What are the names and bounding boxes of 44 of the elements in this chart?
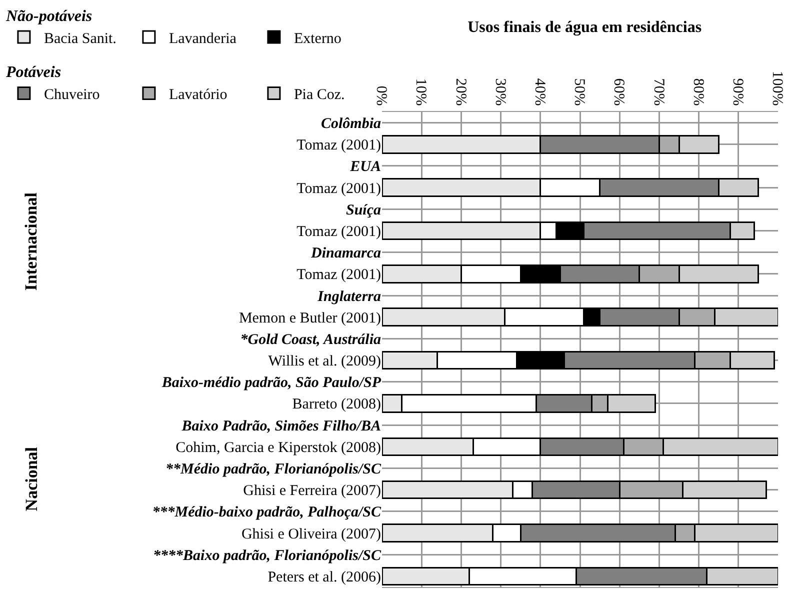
x-tick-label: 0% [373, 86, 390, 106]
y-tick-label: Tomaz (2001) [296, 267, 381, 284]
y-tick-label: Ghisi e Oliveira (2007) [241, 526, 381, 542]
x-tick-label: 20% [452, 78, 468, 106]
y-tick-label: ***Médio-baixo padrão, Palhoça/SC [152, 504, 382, 521]
y-tick-label: Ghisi e Ferreira (2007) [243, 483, 381, 500]
y-tick-label: EUA [349, 159, 381, 176]
x-tick-label: 50% [571, 78, 588, 106]
text: Potáveis [4, 64, 62, 81]
text: Não-potáveis [4, 8, 92, 25]
x-tick-label: 80% [690, 78, 706, 106]
y-tick-label: Dinamarca [310, 246, 382, 262]
x-tick-label: 40% [532, 78, 548, 106]
chart-title: Usos finais de água em residências [468, 18, 702, 36]
y-tick-label: Barreto (2008) [292, 396, 382, 413]
legend-label: Lavatório [168, 87, 228, 104]
text: Nacional [22, 446, 42, 512]
legend-label: Lavanderia [168, 30, 237, 47]
y-tick-label: Colômbia [320, 116, 382, 132]
text: Internacional [22, 192, 41, 291]
x-tick-label: 90% [730, 78, 746, 106]
y-tick-label: Willis et al. (2009) [268, 354, 381, 370]
y-tick-label: ****Baixo padrão, Florianópolis/SC [153, 548, 382, 564]
x-tick-label: 70% [650, 78, 666, 106]
y-tick-label: Cohim, Garcia e Kiperstok (2008) [176, 440, 381, 456]
legend-label: Pia Coz. [294, 87, 345, 104]
y-tick-label: Baixo Padrão, Simões Filho/BA [180, 418, 381, 434]
x-tick-label: 100% [769, 70, 786, 106]
y-tick-label: Baixo-médio padrão, São Paulo/SP [160, 375, 382, 392]
y-tick-label: **Médio padrão, Florianópolis/SC [166, 462, 382, 478]
y-tick-label: Suíça [346, 202, 382, 218]
y-tick-label: Memon e Butler (2001) [238, 310, 381, 326]
legend-label: Bacia Sanit. [44, 30, 116, 47]
x-tick-label: 10% [412, 78, 429, 106]
x-tick-label: 30% [492, 78, 508, 106]
y-tick-label: Tomaz (2001) [296, 138, 381, 154]
y-tick-label: Tomaz (2001) [296, 224, 381, 240]
y-tick-label: Peters et al. (2006) [268, 569, 381, 586]
y-tick-label: Inglaterra [316, 288, 382, 305]
y-tick-label: Tomaz (2001) [296, 180, 381, 197]
legend-label: Chuveiro [44, 87, 100, 104]
legend-label: Externo [294, 30, 342, 47]
x-tick-label: 60% [610, 78, 627, 106]
y-tick-label: *Gold Coast, Austrália [240, 332, 382, 348]
